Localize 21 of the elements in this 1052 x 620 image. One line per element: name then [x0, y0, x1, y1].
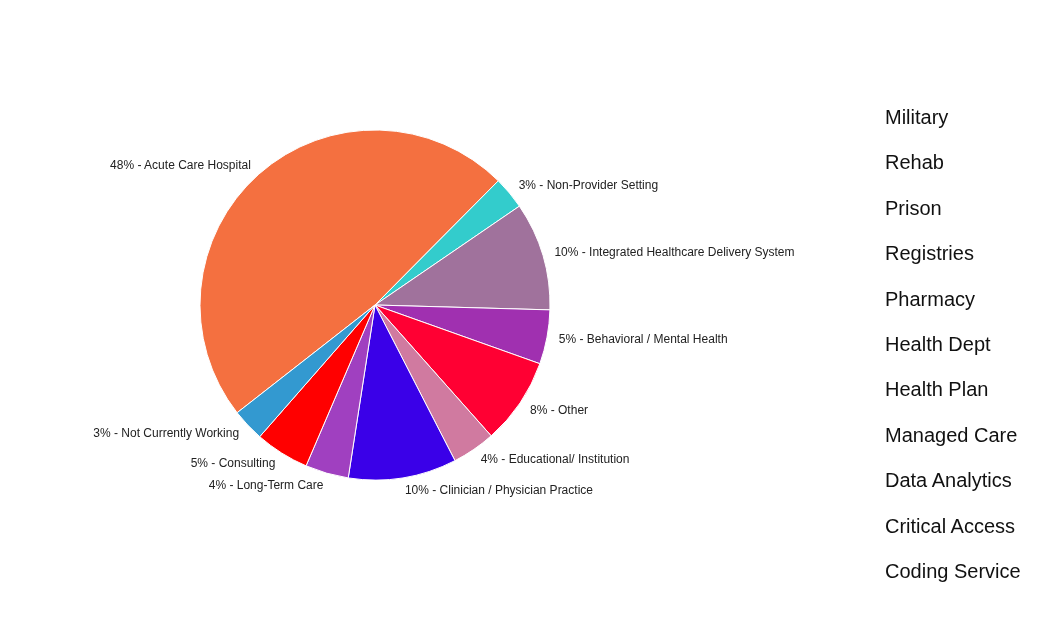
text: Data Analytics [885, 469, 1012, 492]
text: Military [885, 105, 949, 128]
text: Health Plan [885, 378, 989, 401]
slice-label: 4% - Long-Term Care [208, 477, 324, 492]
text: Pharmacy [885, 287, 976, 310]
text: Managed Care [885, 423, 1018, 446]
slice-label: 48% - Acute Care Hospital [110, 158, 251, 173]
slice-label: 5% - Consulting [190, 456, 276, 471]
slice-label: 10% - Clinician / Physician Practice [404, 482, 594, 497]
text: Coding Service [885, 560, 1021, 583]
text: Registries [885, 242, 974, 265]
slice-label: 5% - Behavioral / Mental Health [558, 332, 728, 347]
slice-label: 3% - Non-Provider Setting [518, 178, 659, 193]
slice-label: 10% - Integrated Healthcare Delivery System [554, 245, 795, 260]
text: Prison [885, 196, 942, 219]
slice-label: 4% - Educational/ Institution [480, 452, 630, 467]
text: Health Dept [885, 333, 992, 355]
slice-label: 3% - Not Currently Working [93, 426, 240, 441]
text: Critical Access [885, 514, 1016, 537]
text: Rehab [885, 151, 944, 174]
slice-label: 8% - Other [530, 402, 589, 417]
